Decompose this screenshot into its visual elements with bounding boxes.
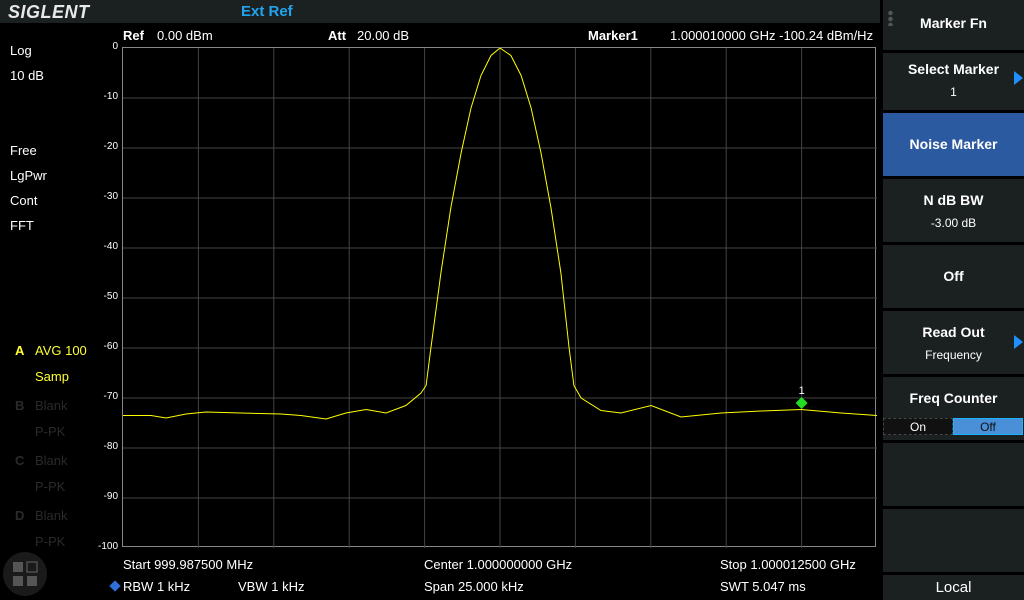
brand-logo: SIGLENT <box>8 2 90 22</box>
local-label: Local <box>935 579 972 596</box>
stop-freq[interactable]: Stop 1.000012500 GHz <box>720 557 856 572</box>
trace-c-mode[interactable]: Blank <box>35 453 68 468</box>
rbw[interactable]: RBW 1 kHz <box>123 579 191 594</box>
y-tick-label: -90 <box>103 491 118 502</box>
read-out-label: Read Out <box>922 324 985 340</box>
y-tick-label: -10 <box>103 91 118 102</box>
empty-key-1[interactable] <box>883 443 1024 506</box>
ref-label: Ref <box>123 28 144 43</box>
y-tick-label: -40 <box>103 241 118 252</box>
span[interactable]: Span 25.000 kHz <box>424 579 524 594</box>
menu-title: Marker Fn <box>883 0 1024 50</box>
ndb-bw-label: N dB BW <box>923 192 984 208</box>
ext-ref-status: Ext Ref <box>241 3 293 20</box>
empty-key-2[interactable] <box>883 509 1024 572</box>
grid-icon <box>13 561 38 586</box>
trace-a-id[interactable]: A <box>15 343 25 358</box>
avg-type: LgPwr <box>10 168 47 183</box>
sweep-mode: Cont <box>10 193 38 208</box>
marker-1-label: 1 <box>799 385 805 397</box>
y-tick-label: -80 <box>103 441 118 452</box>
softkey-panel: Marker Fn Select Marker 1 Noise Marker N… <box>880 0 1024 600</box>
select-marker-value: 1 <box>950 85 957 99</box>
submenu-arrow-icon <box>1014 335 1023 349</box>
read-out-value: Frequency <box>925 348 982 362</box>
noise-marker-label: Noise Marker <box>909 136 998 152</box>
ndb-bw-key[interactable]: N dB BW -3.00 dB <box>883 179 1024 242</box>
menu-title-text: Marker Fn <box>920 15 987 31</box>
y-tick-label: -30 <box>103 191 118 202</box>
drag-handle-icon <box>888 10 893 26</box>
freq-counter-off[interactable]: Off <box>953 418 1023 435</box>
y-tick-label: -70 <box>103 391 118 402</box>
freq-counter-on[interactable]: On <box>883 418 953 435</box>
trace-d-mode[interactable]: Blank <box>35 508 68 523</box>
freq-counter-key[interactable]: Freq Counter On Off <box>883 377 1024 440</box>
noise-marker-key[interactable]: Noise Marker <box>883 113 1024 176</box>
ref-level[interactable]: 0.00 dBm <box>157 28 213 43</box>
y-tick-label: -60 <box>103 341 118 352</box>
rbw-coupled-icon <box>109 580 121 592</box>
att-label: Att <box>328 28 347 43</box>
read-out-key[interactable]: Read Out Frequency <box>883 311 1024 374</box>
vbw[interactable]: VBW 1 kHz <box>238 579 305 594</box>
marker-1-diamond[interactable] <box>795 397 808 409</box>
y-tick-label: -100 <box>97 541 118 552</box>
trace-b-mode[interactable]: Blank <box>35 398 68 413</box>
y-tick-label: -20 <box>103 141 118 152</box>
trigger-mode: Free <box>10 143 37 158</box>
spectrum-chart: 1 <box>123 48 877 548</box>
start-freq[interactable]: Start 999.987500 MHz <box>123 557 254 572</box>
trace-d-id[interactable]: D <box>15 508 25 523</box>
select-marker-label: Select Marker <box>907 61 1000 77</box>
sweep-type: FFT <box>10 218 34 233</box>
submenu-arrow-icon <box>1014 71 1023 85</box>
sweep-time[interactable]: SWT 5.047 ms <box>720 579 806 594</box>
trace-b-id[interactable]: B <box>15 398 25 413</box>
marker-readout: 1.000010000 GHz -100.24 dBm/Hz <box>670 28 874 43</box>
top-status-bar <box>0 0 880 23</box>
ndb-bw-value: -3.00 dB <box>930 216 977 230</box>
local-button[interactable]: Local <box>883 575 1024 600</box>
trace-c-detector[interactable]: P-PK <box>35 479 66 494</box>
trace-d-detector[interactable]: P-PK <box>35 534 66 549</box>
trace-c-id[interactable]: C <box>15 453 25 468</box>
y-tick-label: 0 <box>112 41 118 52</box>
attenuation[interactable]: 20.00 dB <box>357 28 410 43</box>
trace-a-detector[interactable]: Samp <box>35 369 69 384</box>
trace-a-mode[interactable]: AVG 100 <box>35 343 87 358</box>
trace-a-line <box>123 48 877 420</box>
select-marker-key[interactable]: Select Marker 1 <box>883 53 1024 110</box>
layout-menu-button[interactable] <box>3 552 47 596</box>
center-freq[interactable]: Center 1.000000000 GHz <box>424 557 573 572</box>
off-label: Off <box>943 268 964 284</box>
freq-counter-label: Freq Counter <box>909 390 998 406</box>
scale-type[interactable]: Log <box>10 43 32 58</box>
spectrum-plot[interactable]: 1 <box>122 47 877 548</box>
y-tick-label: -50 <box>103 291 118 302</box>
off-key[interactable]: Off <box>883 245 1024 308</box>
marker-label: Marker1 <box>588 28 638 43</box>
trace-b-detector[interactable]: P-PK <box>35 424 66 439</box>
scale-div[interactable]: 10 dB <box>10 68 44 83</box>
